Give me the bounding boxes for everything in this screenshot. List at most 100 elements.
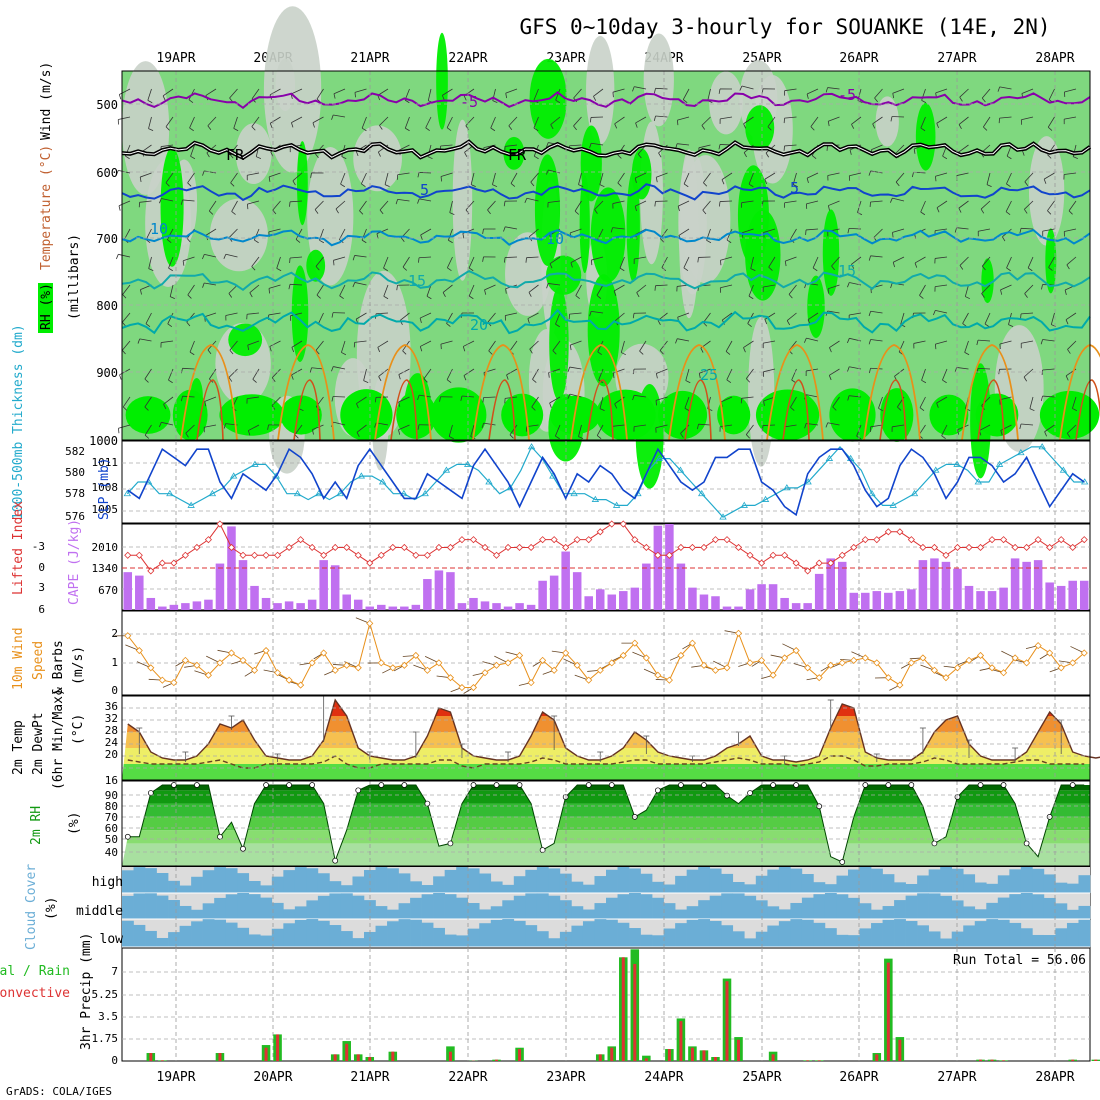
wind-barb [1067,424,1077,434]
lifted-index-point [527,543,535,552]
cloud-cover-bar [352,876,365,893]
temperature-axis-label: 2m DewPt [31,712,46,775]
lifted-index-point [688,543,696,552]
rh-moist-region [430,387,487,443]
lifted-index-point [758,559,766,567]
temperature-tick-label: 24 [105,736,119,749]
bottom-date-label: 26APR [839,1070,878,1085]
contour-30 [390,379,418,441]
wind-barb [981,88,991,99]
cloud-cover-bar [525,893,538,919]
cloud-cover-bar [248,934,261,947]
wind-barb [612,424,625,427]
cape-bar [780,597,789,610]
wind-barb [573,88,582,99]
wind-barb [792,172,797,185]
cape-bar [319,560,328,610]
contour-30 [293,379,321,441]
cape-bar [1022,561,1031,610]
cloud-cover-bar [801,874,814,893]
wind-barb [468,267,474,272]
wind-barb [205,88,217,96]
wind-barb [655,400,657,406]
wind-barb [612,372,615,378]
rh-moist-region [929,394,969,436]
lifted-index-point [1046,543,1054,552]
rh-point [332,857,339,864]
cloud-cover-bar [894,919,906,947]
wind-barb [741,396,754,399]
cloud-cover-bar [260,885,273,893]
millibars-axis-label: (millibars) [67,234,82,320]
cloud-cover-bar [145,930,157,947]
cloud-cover-bar [352,895,365,919]
wind-speed-point [239,656,247,664]
wind-barb [383,295,389,300]
wind-barb [169,284,174,297]
cloud-cover-bar [1043,874,1056,893]
lifted-index-point [423,551,431,559]
wind-barb [741,85,754,90]
wind-barb [399,312,410,321]
cape-frame [121,523,1091,611]
wind-axis-label: Wind (m/s) [39,62,54,140]
cloud-cover-bar [928,869,941,893]
thickness-line-point [123,489,132,497]
lifted-index-point [896,528,904,536]
rh-moist-region [340,389,393,441]
wind-speed-point [861,654,869,662]
cloud-cover-bar [974,909,987,919]
wind-barb [720,116,733,120]
lifted-index-point [642,543,650,552]
wind-barb [167,312,174,324]
lifted-index-point [884,528,892,536]
wind-barb [122,284,131,295]
wind-speed-point [573,661,581,669]
cape-bar [688,587,697,610]
wind-barb [680,433,684,438]
wind-barb [721,179,725,185]
wind-barb [941,435,946,440]
wind-speed-point [896,681,904,689]
wind-barb [702,209,707,215]
cloud-cover-bar [951,900,964,919]
wind-barb [954,367,957,373]
cloud-cover-bar [571,906,584,919]
wind-speed-point [976,651,985,660]
wind-barb [612,88,625,93]
wind-barb [698,144,711,149]
cloud-cover-bar [168,932,180,947]
wind-barb [874,97,878,103]
wind-barb [463,95,467,101]
wind-speed-point [216,659,224,667]
rh-point [516,782,523,788]
wind-barb [1024,181,1029,187]
wind-speed-point [838,659,846,667]
wind-barb [827,172,840,176]
wind-barb [446,379,452,384]
wind-barb [1072,408,1078,412]
cloud-cover-bar [1055,903,1068,919]
precip-convective-bar [633,963,637,1061]
wind-frame [121,610,1091,696]
cape-bar [388,606,398,610]
cloud-cover-bar [225,868,238,893]
wind-barb [251,126,256,131]
wind-barb [532,379,537,383]
cloud-cover-bar [1020,928,1033,947]
wind-barb [269,123,273,129]
rh-moist-region [745,105,775,151]
wind-barb [549,396,561,404]
thickness-tick-label: 582 [65,445,85,458]
cape-bar [365,606,375,610]
contour-30 [488,379,516,441]
wind-barb [655,177,658,183]
wind-barb [549,263,553,269]
cloud-cover-bar [329,925,342,947]
wind-barb [656,172,668,178]
wind-barb [233,128,239,132]
cloud-cover-bar [248,880,261,893]
thickness-line-point [740,501,748,508]
rh-tick-label: 90 [105,789,118,802]
pressure-tick-label: 600 [96,166,118,180]
